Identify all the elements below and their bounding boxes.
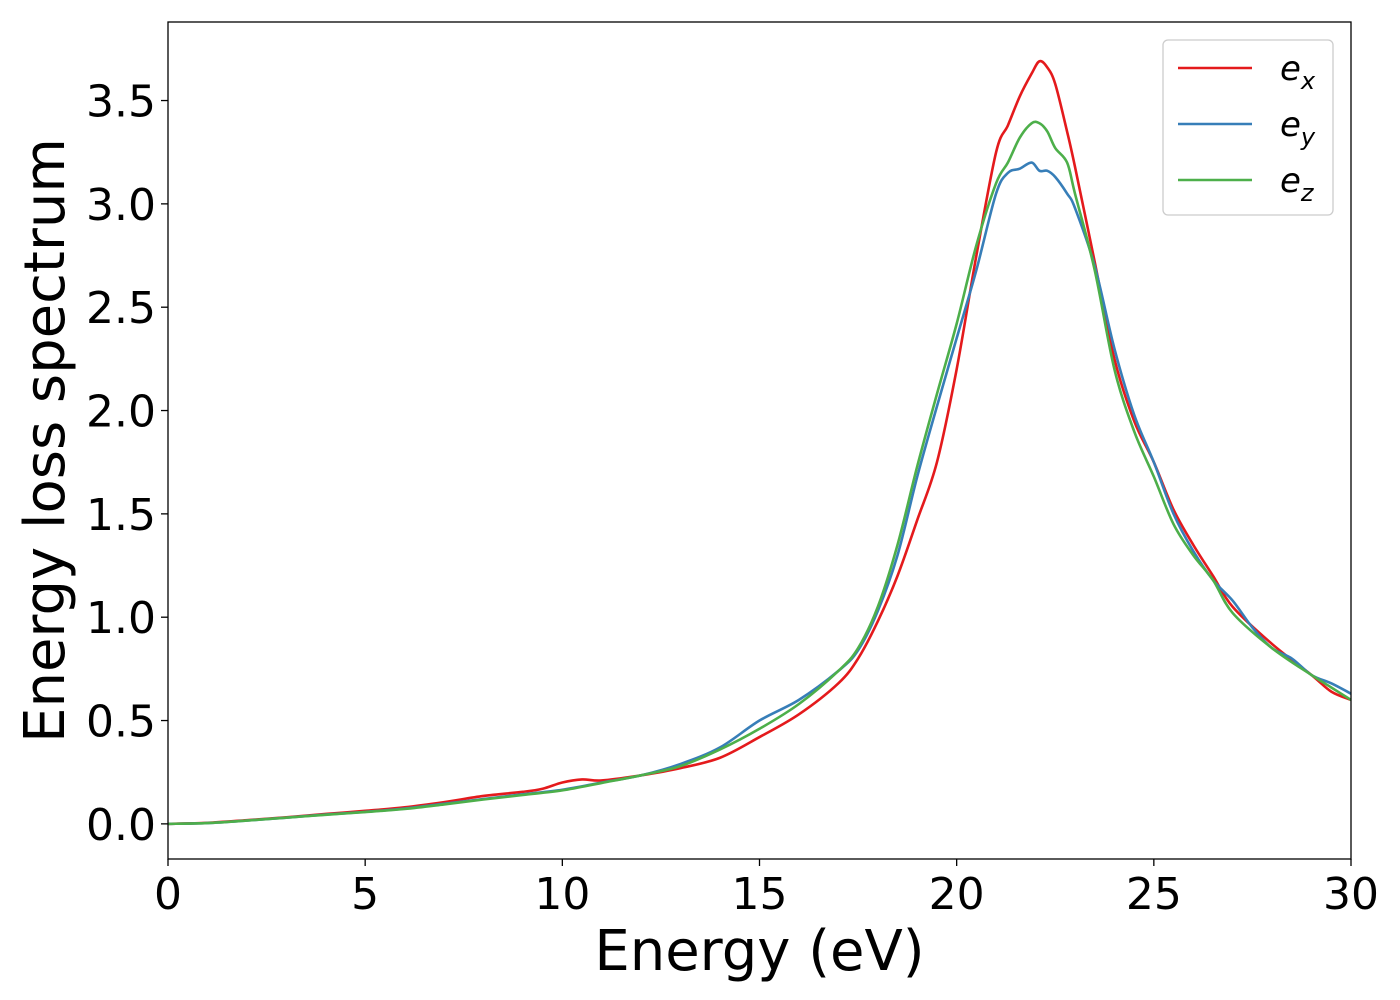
x-tick-label: 20 [929, 869, 985, 920]
legend-label-base: e [1280, 49, 1301, 89]
x-tick-label: 25 [1126, 869, 1182, 920]
series-layer [168, 59, 1351, 826]
legend-label-z: ez [1280, 161, 1315, 207]
x-tick-label: 30 [1323, 869, 1379, 920]
legend-label-base: e [1280, 161, 1301, 201]
series-line-z [168, 120, 1351, 826]
y-axis-title: Energy loss spectrum [13, 138, 78, 743]
y-tick-label: 1.5 [86, 490, 156, 541]
y-tick-label: 3.0 [86, 180, 156, 231]
x-axis-title: Energy (eV) [594, 919, 924, 984]
x-tick-label: 0 [154, 869, 182, 920]
x-tick-label: 15 [732, 869, 788, 920]
legend-label-y: ey [1280, 105, 1316, 151]
x-axis: 0 5 10 15 20 25 30 [154, 859, 1379, 920]
x-tick-label: 10 [534, 869, 590, 920]
y-tick-label: 3.5 [86, 77, 156, 128]
legend-label-subscript: x [1300, 67, 1316, 95]
legend-label-subscript: z [1300, 179, 1315, 207]
y-tick-label: 2.5 [86, 283, 156, 334]
y-axis: 0.0 0.5 1.0 1.5 2.0 2.5 3.0 3.5 [86, 77, 168, 851]
y-tick-label: 0.0 [86, 800, 156, 851]
y-tick-label: 2.0 [86, 387, 156, 438]
y-tick-label: 0.5 [86, 697, 156, 748]
y-tick-label: 1.0 [86, 593, 156, 644]
legend-label-base: e [1280, 105, 1301, 145]
legend-label-x: ex [1280, 49, 1316, 95]
x-tick-label: 5 [351, 869, 379, 920]
legend-label-subscript: y [1300, 123, 1316, 151]
legend-box [1162, 39, 1334, 216]
